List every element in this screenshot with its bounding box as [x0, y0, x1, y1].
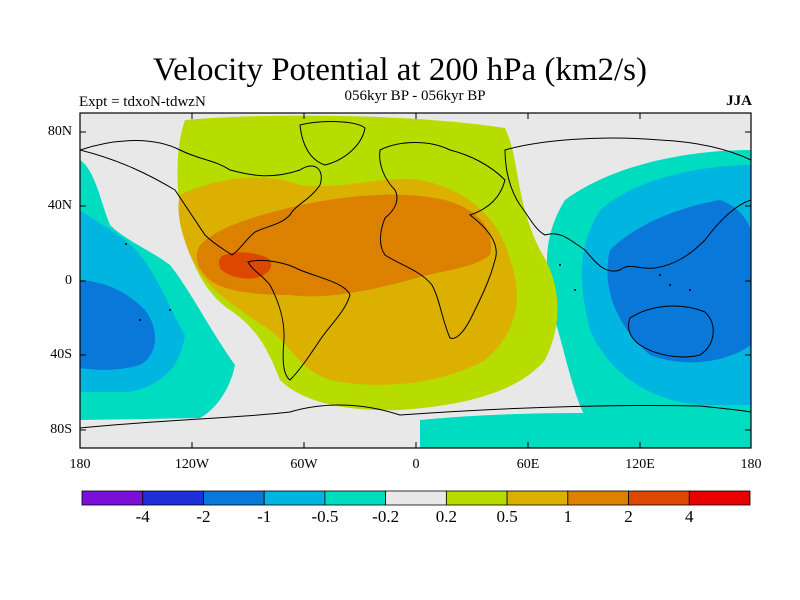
coastlines: [80, 121, 751, 429]
contour-negative-southern-strip: [420, 413, 751, 448]
x-tick-120w: 120W: [174, 457, 210, 472]
coastline-europe-africa: [379, 142, 506, 339]
contour-positive-1: [196, 194, 491, 297]
colorbar-swatch: [445, 490, 508, 506]
y-tick-80n: 80N: [47, 124, 72, 139]
island-markers: [125, 243, 691, 321]
x-tick-60w: 60W: [290, 457, 318, 472]
colorbar-swatch: [688, 490, 751, 506]
axis-ticks: [79, 113, 752, 448]
coastline-greenland: [299, 121, 366, 166]
coastline-south-america: [247, 259, 351, 381]
y-tick-80s: 80S: [50, 422, 72, 437]
x-tick-180-west: 180: [69, 457, 91, 472]
colorbar-swatch: [506, 490, 569, 506]
colorbar-swatch: [324, 490, 387, 506]
y-tick-0: 0: [65, 273, 72, 288]
contour-negative-west-strong: [80, 280, 156, 370]
colorbar-swatch: [263, 490, 326, 506]
x-tick-180-east: 180: [740, 457, 762, 472]
map-subtitle: 056kyr BP - 056kyr BP: [344, 88, 486, 104]
x-tick-60e: 60E: [516, 457, 540, 472]
colorbar-label: -2: [196, 507, 211, 526]
colorbar-swatch: [385, 490, 447, 506]
colorbar-swatch: [142, 490, 204, 506]
colorbar-label: -0.2: [372, 507, 400, 526]
coastline-north-america: [80, 140, 322, 256]
map-title: Velocity Potential at 200 hPa (km2/s): [152, 52, 648, 88]
colorbar-label: 2: [624, 507, 633, 526]
coastline-antarctica: [80, 404, 751, 429]
y-tick-40s: 40S: [50, 347, 72, 362]
colorbar-label: 0.5: [496, 507, 518, 526]
coastline-asia: [504, 137, 751, 272]
colorbar-label: -4: [135, 507, 150, 526]
contour-positive-2: [218, 252, 272, 279]
colorbar-label: 4: [685, 507, 694, 526]
colorbar-label: 1: [563, 507, 573, 526]
colorbar-swatch: [628, 490, 690, 506]
experiment-label: Expt = tdxoN-tdwzN: [79, 94, 206, 110]
coastline-australia: [627, 305, 714, 358]
contour-negative-east-strong: [607, 200, 751, 363]
map-plot-area: [80, 113, 751, 448]
colorbar-label: -0.5: [311, 507, 339, 526]
x-tick-120e: 120E: [625, 457, 655, 472]
y-tick-40n: 40N: [47, 198, 72, 213]
x-tick-0: 0: [412, 457, 420, 472]
season-label: JJA: [726, 93, 752, 109]
colorbar-swatch: [567, 490, 629, 506]
colorbar-label: 0.2: [435, 507, 457, 526]
colorbar-label: -1: [257, 507, 272, 526]
colorbar: [81, 490, 751, 506]
colorbar-swatch: [81, 490, 144, 506]
colorbar-swatch: [203, 490, 265, 506]
